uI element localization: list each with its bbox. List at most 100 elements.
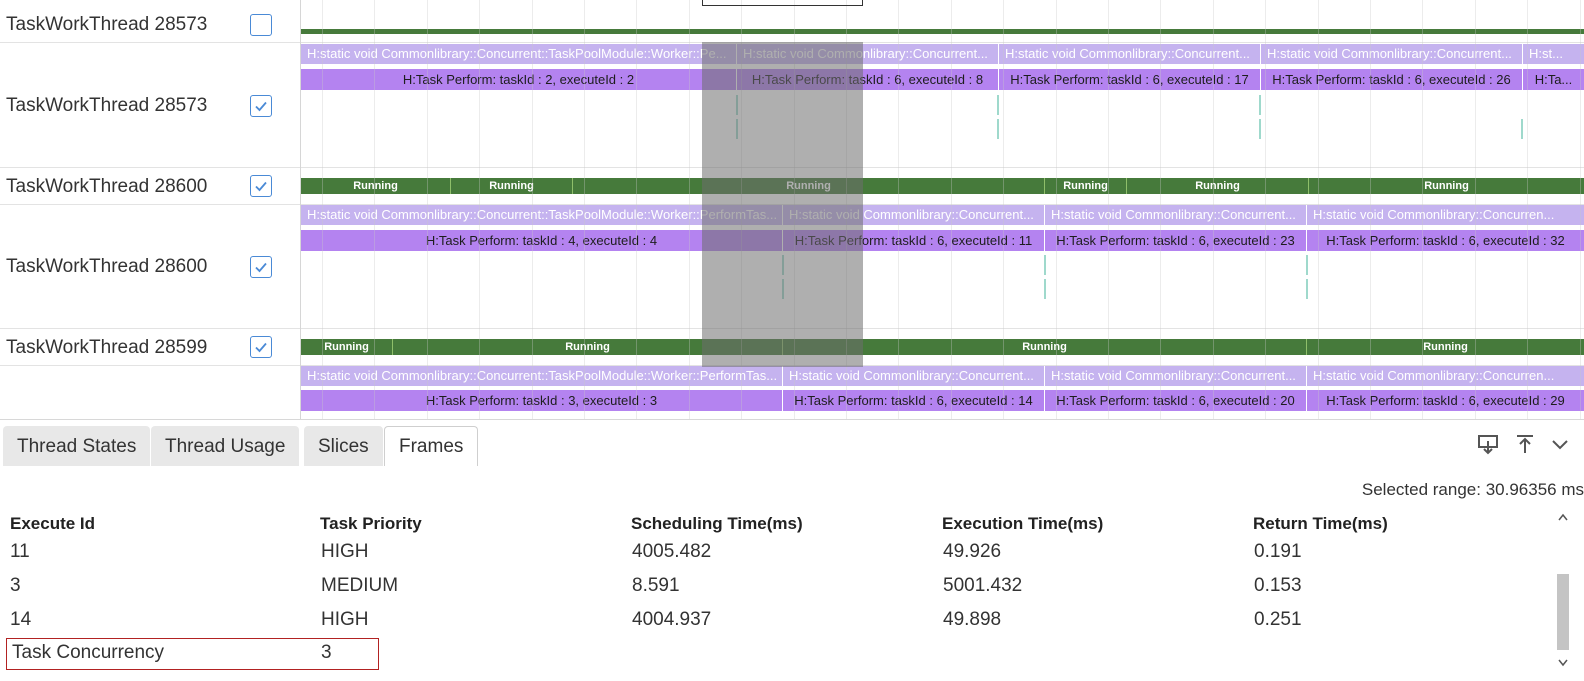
table-cell: HIGH [321, 609, 369, 630]
event-marker [997, 95, 999, 115]
slice-task[interactable]: H:Task Perform: taskId : 6, executeId : … [1045, 390, 1307, 411]
slice-task[interactable]: H:Task Perform: taskId : 6, executeId : … [737, 69, 999, 90]
tab-frames[interactable]: Frames [384, 426, 479, 467]
event-marker [997, 119, 999, 139]
row-checkbox[interactable] [250, 256, 272, 278]
row-lane[interactable]: Running Running Running Running Running … [300, 168, 1584, 205]
slice-task[interactable]: H:Task Perform: taskId : 6, executeId : … [1261, 69, 1523, 90]
event-marker [736, 95, 738, 115]
table-cell: 0.191 [1254, 541, 1302, 562]
table-scrollbar[interactable] [1556, 510, 1570, 670]
state-running[interactable]: Running [1309, 178, 1584, 194]
running-strip[interactable] [301, 29, 1584, 34]
slice-task[interactable]: H:Task Perform: taskId : 6, executeId : … [1045, 230, 1307, 251]
column-header[interactable]: Execute Id [10, 514, 96, 533]
slice-static[interactable]: H:st... [1523, 44, 1584, 64]
slice-static[interactable]: H:static void Commonlibrary::Concurrent.… [1261, 44, 1523, 64]
slice-static[interactable]: H:static void Commonlibrary::Concurrent.… [999, 44, 1261, 64]
frames-table-panel: Selected range: 30.96356 ms Execute Id T… [0, 466, 1584, 681]
column-header[interactable]: Task Priority [320, 514, 422, 533]
slice-static[interactable]: H:static void Commonlibrary::Concurrent:… [301, 205, 783, 225]
slice-task[interactable]: H:Task Perform: taskId : 3, executeId : … [301, 390, 783, 411]
slice-static[interactable]: H:static void Commonlibrary::Concurrent.… [783, 205, 1045, 225]
slice-task[interactable]: H:Task Perform: taskId : 6, executeId : … [1307, 230, 1584, 251]
state-running[interactable]: Running [1045, 178, 1127, 194]
scrollbar-thumb[interactable] [1557, 574, 1569, 650]
event-marker [782, 279, 784, 299]
row-lane[interactable]: H:static void Commonlibrary::Concurrent:… [300, 366, 1584, 419]
slice-task[interactable]: H:Task Perform: taskId : 6, executeId : … [783, 390, 1045, 411]
state-running[interactable]: Running [451, 178, 573, 194]
bottom-tab-bar: Thread States Thread Usage Slices Frames [0, 419, 1584, 467]
slice-static[interactable]: H:static void Commonlibrary::Concurren..… [1307, 205, 1584, 225]
row-checkbox[interactable] [250, 336, 272, 358]
checkbox-checked-icon [255, 101, 267, 112]
slice-static[interactable]: H:static void Commonlibrary::Concurrent:… [301, 44, 737, 64]
row-lane[interactable] [300, 0, 1584, 43]
slice-task[interactable]: H:Task Perform: taskId : 6, executeId : … [783, 230, 1045, 251]
state-running[interactable]: Running [1307, 339, 1584, 355]
row-checkbox[interactable] [250, 14, 272, 36]
event-marker [782, 255, 784, 275]
column-header[interactable]: Execution Time(ms) [942, 514, 1104, 533]
chevron-down-icon[interactable] [1548, 432, 1572, 456]
row-checkbox[interactable] [250, 95, 272, 117]
event-marker [736, 119, 738, 139]
event-marker [1259, 95, 1261, 115]
state-running[interactable]: Running [1127, 178, 1309, 194]
checkbox-checked-icon [255, 181, 267, 192]
slice-static[interactable]: H:static void Commonlibrary::Concurren..… [1307, 366, 1584, 386]
state-running[interactable]: Running [573, 178, 1045, 194]
event-marker [1044, 255, 1046, 275]
row-lane[interactable]: H:static void Commonlibrary::Concurrent:… [300, 43, 1584, 168]
tab-slices[interactable]: Slices [304, 426, 383, 467]
event-marker [1306, 279, 1308, 299]
column-header[interactable]: Return Time(ms) [1253, 514, 1388, 533]
state-running[interactable]: Running [301, 178, 451, 194]
tab-thread-usage[interactable]: Thread Usage [151, 426, 300, 467]
upload-icon[interactable] [1513, 432, 1537, 456]
row-label: TaskWorkThread 28573 [6, 95, 208, 116]
checkbox-checked-icon [255, 342, 267, 353]
row-lane[interactable]: H:static void Commonlibrary::Concurrent:… [300, 205, 1584, 329]
checkbox-checked-icon [255, 262, 267, 273]
state-running[interactable]: Running [393, 339, 783, 355]
row-checkbox[interactable] [250, 175, 272, 197]
slice-static[interactable]: H:static void Commonlibrary::Concurrent.… [783, 366, 1045, 386]
slice-task[interactable]: H:Task Perform: taskId : 2, executeId : … [301, 69, 737, 90]
slice-task[interactable]: H:Ta... [1523, 69, 1584, 90]
task-concurrency-highlight [6, 638, 379, 670]
table-cell: 4005.482 [632, 541, 712, 562]
timeline-row-28573: TaskWorkThread 28573 H:static void Commo… [0, 43, 1584, 168]
table-cell: 14 [10, 609, 32, 630]
column-header[interactable]: Scheduling Time(ms) [631, 514, 803, 533]
slice-static[interactable]: H:static void Commonlibrary::Concurrent.… [1045, 366, 1307, 386]
row-label: TaskWorkThread 28573 [6, 14, 208, 35]
slice-static[interactable]: H:static void Commonlibrary::Concurrent:… [301, 366, 783, 386]
row-lane[interactable]: Running Running Running Running [300, 329, 1584, 366]
selected-range-text: Selected range: 30.96356 ms [1361, 480, 1584, 499]
slice-task[interactable]: H:Task Perform: taskId : 6, executeId : … [1307, 390, 1584, 411]
table-cell: 8.591 [632, 575, 680, 596]
task-concurrency-value: 3 [321, 642, 332, 663]
tab-thread-states[interactable]: Thread States [3, 426, 151, 467]
event-marker [1259, 119, 1261, 139]
state-running[interactable]: Running [301, 339, 393, 355]
table-cell: 49.898 [943, 609, 1002, 630]
slice-static[interactable]: H:static void Commonlibrary::Concurrent.… [737, 44, 999, 64]
event-marker [1521, 119, 1523, 139]
row-label: TaskWorkThread 28600 [6, 256, 208, 277]
download-icon[interactable] [1476, 432, 1500, 456]
event-marker [1306, 255, 1308, 275]
slice-task[interactable]: H:Task Perform: taskId : 4, executeId : … [301, 230, 783, 251]
timeline-row-28600-state: TaskWorkThread 28600 Running Running Run… [0, 168, 1584, 205]
state-running[interactable]: Running [783, 339, 1307, 355]
timeline-panel: TaskWorkThread 28573 TaskWorkThread 2857… [0, 0, 1584, 419]
table-cell: 5001.432 [943, 575, 1023, 596]
slice-task[interactable]: H:Task Perform: taskId : 6, executeId : … [999, 69, 1261, 90]
table-cell: 3 [10, 575, 21, 596]
row-label: TaskWorkThread 28599 [6, 337, 208, 358]
slice-static[interactable]: H:static void Commonlibrary::Concurrent.… [1045, 205, 1307, 225]
timeline-row-28600-slices: TaskWorkThread 28600 H:static void Commo… [0, 205, 1584, 329]
